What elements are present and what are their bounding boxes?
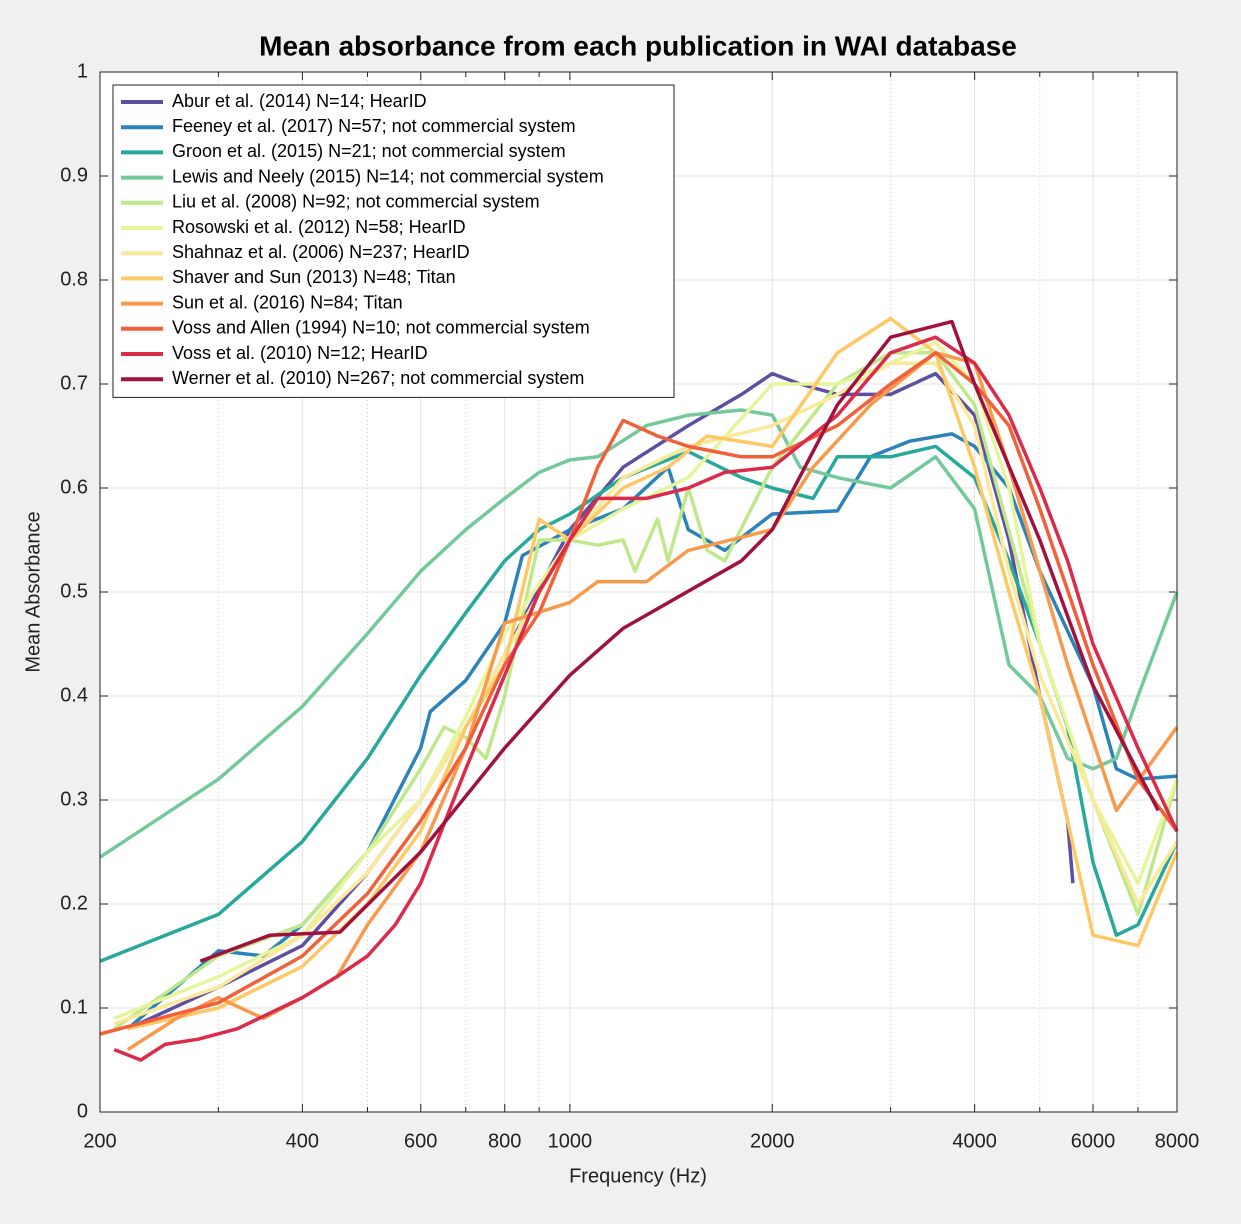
y-tick-label: 0.4 xyxy=(60,684,88,706)
x-tick-label: 2000 xyxy=(750,1130,795,1152)
legend-label: Rosowski et al. (2012) N=58; HearID xyxy=(172,217,466,237)
legend-label: Abur et al. (2014) N=14; HearID xyxy=(172,91,427,111)
x-tick-label: 4000 xyxy=(952,1130,997,1152)
legend-label: Voss et al. (2010) N=12; HearID xyxy=(172,343,428,363)
legend-label: Werner et al. (2010) N=267; not commerci… xyxy=(172,368,584,388)
series-line xyxy=(126,432,1178,1031)
legend-label: Shahnaz et al. (2006) N=237; HearID xyxy=(172,242,470,262)
series-line xyxy=(113,361,1179,1026)
legend-label: Feeney et al. (2017) N=57; not commercia… xyxy=(172,116,576,136)
plot-frame xyxy=(99,71,1178,1113)
legend-label: Voss and Allen (1994) N=10; not commerci… xyxy=(172,318,590,338)
legend-label: Liu et al. (2008) N=92; not commercial s… xyxy=(172,192,540,212)
series-line xyxy=(99,351,1179,1036)
x-tick-label: 800 xyxy=(488,1130,521,1152)
legend: Abur et al. (2014) N=14; HearID Feeney et… xyxy=(112,84,675,398)
y-tick-label: 0.2 xyxy=(60,892,88,914)
x-tick-label: 600 xyxy=(404,1130,437,1152)
x-tick-label: 6000 xyxy=(1071,1130,1116,1152)
y-tick-label: 0 xyxy=(77,1100,88,1122)
series-line xyxy=(127,316,1179,1031)
y-tick-label: 0.8 xyxy=(60,268,88,290)
x-tick-label: 200 xyxy=(83,1130,116,1152)
lines xyxy=(99,316,1179,1062)
series-line xyxy=(199,319,1160,963)
legend-label: Sun et al. (2016) N=84; Titan xyxy=(172,292,403,312)
y-tick-label: 0.3 xyxy=(60,788,88,810)
y-tick-label: 1 xyxy=(77,60,88,82)
legend-label: Lewis and Neely (2015) N=14; not commerc… xyxy=(172,166,604,186)
legend-box xyxy=(112,84,675,398)
series-line xyxy=(99,408,1179,859)
y-tick-label: 0.9 xyxy=(60,164,88,186)
x-tick-label: 400 xyxy=(286,1130,319,1152)
x-tick-label: 1000 xyxy=(548,1130,593,1152)
x-axis-label: Frequency (Hz) xyxy=(569,1165,707,1187)
y-tick-label: 0.1 xyxy=(60,996,88,1018)
y-tick-label: 0.5 xyxy=(60,580,88,602)
y-tick-label: 0.7 xyxy=(60,372,88,394)
x-tick-label: 8000 xyxy=(1155,1130,1200,1152)
legend-label: Groon et al. (2015) N=21; not commercial… xyxy=(172,141,566,161)
y-tick-label: 0.6 xyxy=(60,476,88,498)
legend-label: Shaver and Sun (2013) N=48; Titan xyxy=(172,267,456,287)
y-axis-label: Mean Absorbance xyxy=(22,511,44,672)
series-line xyxy=(113,335,1179,1062)
series-line xyxy=(113,351,1179,1031)
chart-title: Mean absorbance from each publication in… xyxy=(259,30,1017,61)
series-line xyxy=(113,340,1179,1021)
